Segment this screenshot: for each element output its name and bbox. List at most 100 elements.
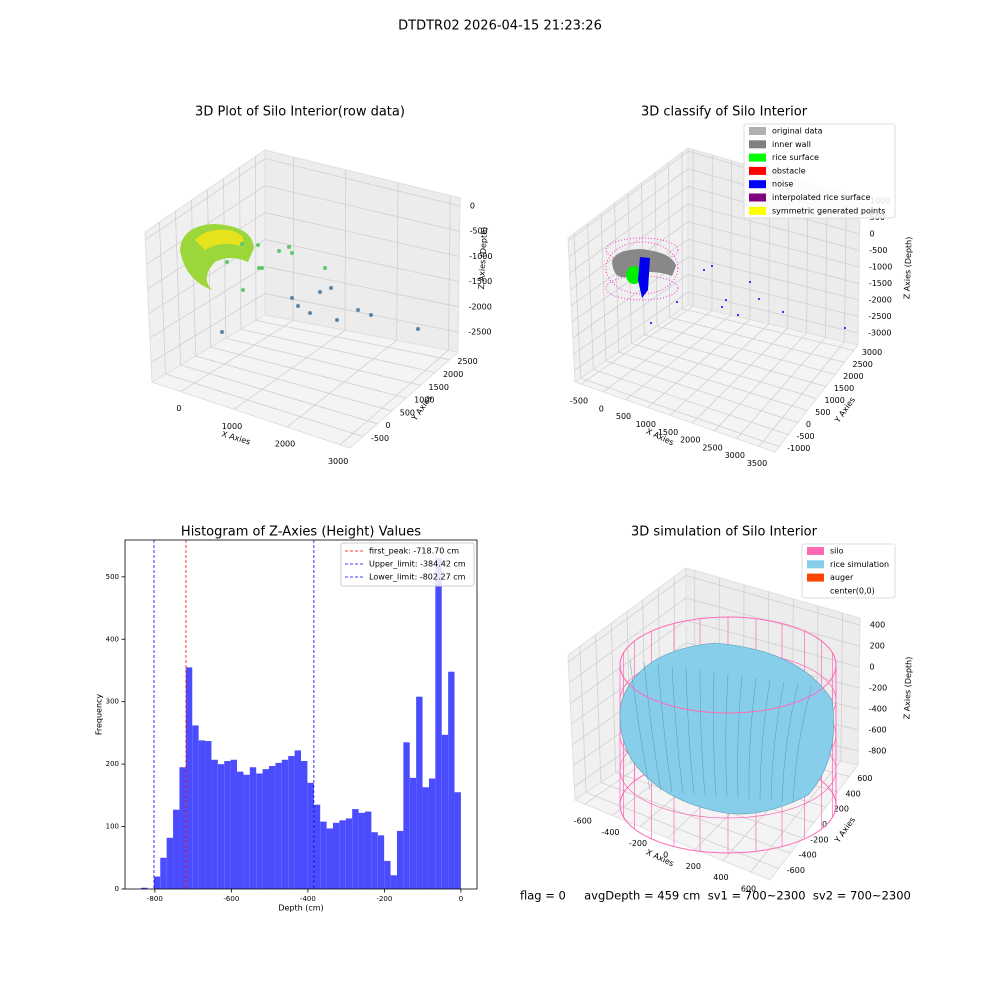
point bbox=[711, 265, 713, 267]
legend-swatch bbox=[807, 547, 824, 555]
grid-line bbox=[595, 634, 602, 783]
bar bbox=[332, 822, 340, 889]
point bbox=[369, 313, 373, 317]
grid-line bbox=[840, 613, 844, 762]
y-tick-label: 0 bbox=[385, 421, 390, 430]
y-tick-label: 3000 bbox=[862, 348, 882, 357]
y-tick-label: -500 bbox=[371, 434, 389, 443]
silo-wire bbox=[619, 616, 837, 714]
legend-label: center(0,0) bbox=[830, 586, 875, 595]
y-tick-label: 2500 bbox=[457, 357, 477, 366]
z-axis-label: Z Axies (Depth) bbox=[902, 657, 913, 720]
x-tick-label: 500 bbox=[616, 412, 631, 421]
z-tick-label: 400 bbox=[870, 621, 885, 630]
point bbox=[335, 318, 339, 322]
legend-swatch bbox=[749, 153, 766, 162]
legend-label: Lower_limit: -802.27 cm bbox=[369, 573, 466, 582]
legend-label: silo bbox=[830, 547, 844, 556]
grid-line bbox=[685, 575, 861, 626]
point bbox=[308, 311, 312, 315]
legend-swatch bbox=[749, 140, 766, 149]
rice-mesh bbox=[713, 671, 717, 797]
grid-line bbox=[593, 369, 789, 435]
bar bbox=[416, 696, 423, 889]
grid-line bbox=[254, 156, 257, 321]
z-tick-label: 0 bbox=[869, 663, 874, 672]
bar bbox=[211, 759, 218, 889]
legend-label: symmetric generated points bbox=[772, 206, 885, 215]
y-tick-label: 400 bbox=[845, 789, 860, 798]
z-tick-label: -500 bbox=[869, 246, 887, 255]
grid-line bbox=[579, 646, 587, 793]
legend-swatch bbox=[749, 180, 766, 189]
z-tick-label: -400 bbox=[869, 705, 887, 714]
bar bbox=[441, 734, 449, 889]
z-tick-label: 0 bbox=[870, 229, 875, 238]
grid-line bbox=[687, 256, 859, 301]
z-tick-label: -1000 bbox=[869, 262, 892, 271]
point bbox=[256, 243, 260, 247]
legend-swatch bbox=[749, 193, 766, 202]
y-tick-label: -500 bbox=[796, 432, 814, 441]
point-cloud bbox=[195, 229, 244, 250]
grid-line bbox=[255, 319, 450, 361]
rice-mesh bbox=[657, 663, 673, 793]
rice-mesh bbox=[792, 685, 813, 804]
y-tick-label: 1000 bbox=[825, 396, 845, 405]
bar bbox=[192, 725, 199, 889]
grid-line bbox=[600, 213, 607, 361]
grid-line bbox=[685, 619, 860, 668]
plot-frame bbox=[124, 539, 478, 890]
legend-label: interpolated rice surface bbox=[772, 193, 870, 202]
x-tick-label: 2000 bbox=[680, 436, 700, 445]
rice-mesh bbox=[759, 679, 771, 801]
x-tick-label: -500 bbox=[570, 397, 588, 406]
grid-line bbox=[844, 194, 847, 342]
rice-mesh bbox=[770, 681, 785, 802]
point bbox=[257, 266, 261, 270]
grid-line bbox=[145, 158, 266, 241]
bar bbox=[262, 769, 270, 889]
point bbox=[296, 304, 300, 308]
grid-line bbox=[654, 172, 658, 327]
chart-title: 3D simulation of Silo Interior bbox=[631, 525, 818, 540]
x-tick-label: -200 bbox=[376, 895, 392, 903]
point bbox=[240, 242, 244, 246]
point bbox=[721, 306, 723, 308]
x-tick-label: 1000 bbox=[222, 422, 242, 431]
x-tick-label: 3500 bbox=[747, 459, 767, 468]
x-tick-label: 600 bbox=[741, 885, 756, 894]
legend-box bbox=[743, 123, 896, 219]
grid-line bbox=[631, 343, 817, 399]
grid-line bbox=[567, 150, 689, 242]
x-tick-label: 1500 bbox=[658, 428, 678, 437]
bar bbox=[435, 558, 442, 889]
grid-line bbox=[585, 792, 779, 869]
bar bbox=[230, 759, 238, 889]
z-axis-label: Z Axies (Depth) bbox=[902, 237, 913, 300]
y-tick-label: 0 bbox=[115, 885, 119, 893]
bar bbox=[173, 809, 180, 889]
y-tick-label: -600 bbox=[787, 866, 805, 875]
x-tick-label: 400 bbox=[713, 873, 728, 882]
y-tick-label: 1500 bbox=[834, 384, 854, 393]
bar bbox=[153, 876, 161, 889]
point bbox=[290, 251, 294, 255]
x-tick-label: 3000 bbox=[725, 451, 745, 460]
bar bbox=[281, 759, 289, 889]
z-tick-label: 0 bbox=[470, 202, 475, 211]
z-tick-label: -2500 bbox=[468, 327, 491, 336]
y-tick-label: 2500 bbox=[853, 360, 873, 369]
grid-line bbox=[682, 308, 854, 351]
bar bbox=[358, 812, 365, 889]
bar bbox=[422, 787, 429, 889]
grid-line bbox=[687, 274, 859, 317]
bar bbox=[224, 761, 231, 889]
bar bbox=[294, 750, 301, 889]
grid-line bbox=[264, 239, 459, 282]
point bbox=[241, 288, 245, 292]
y-tick-label: 600 bbox=[857, 774, 872, 783]
x-tick-label: 2000 bbox=[275, 440, 295, 449]
rice-mesh bbox=[699, 669, 706, 796]
